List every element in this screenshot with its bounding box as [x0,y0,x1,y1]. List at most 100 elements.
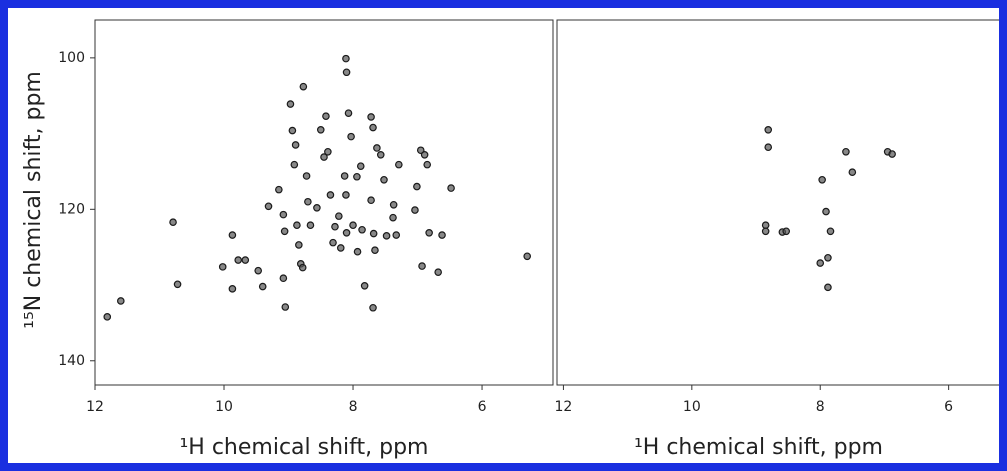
peak [342,191,350,199]
peak [824,253,832,262]
x-tick-label: 12 [86,399,104,415]
peak [842,147,850,156]
peak [376,150,385,159]
peak [358,225,366,234]
peak [288,126,297,135]
peak [395,160,403,169]
peak [411,206,419,214]
peak [413,182,421,191]
peak [295,241,303,249]
peak [117,297,125,305]
peak [304,197,312,206]
x-axis-label: ¹H chemical shift, ppm [634,435,883,460]
peak [279,274,288,283]
peak [254,266,263,275]
peak [360,281,369,290]
y-tick-label: 100 [58,50,85,66]
peak [356,162,365,170]
plot-frame [94,19,554,386]
peak [888,150,896,158]
peak [291,141,300,149]
peak [228,285,237,293]
peak [764,126,773,134]
plot-frame [556,19,999,386]
peak [258,282,267,291]
peak [347,132,355,141]
peak [369,123,377,132]
peak [816,259,825,267]
peak [342,68,351,77]
peak [340,172,349,180]
peak [299,82,308,91]
peak [336,244,345,252]
peak [369,229,378,238]
peak [371,246,379,255]
y-axis-label: ¹⁵N chemical shift, ppm [21,71,46,329]
peak [281,303,290,311]
peak [302,172,311,180]
peak [434,268,442,276]
peak [279,210,288,219]
peak [353,172,361,181]
peak [298,263,307,272]
peak [523,252,531,261]
peak [342,54,350,63]
chart: 12 10 8 6 100 120 140 ¹H chemical shift, ppm ¹⁵N… [21,19,999,460]
x-tick-label: 10 [215,399,233,415]
peak [353,247,362,256]
peak [324,147,332,156]
peak [761,227,770,236]
x-tick-label: 6 [478,399,487,415]
peak [320,153,328,161]
peak [389,200,398,209]
peak [286,100,295,108]
x-tick-label: 6 [944,399,953,415]
peak [342,228,351,237]
peak [373,144,381,152]
peak [447,184,455,192]
x-tick-label: 12 [555,399,573,415]
peak [380,175,388,184]
y-tick-label: 120 [58,201,85,217]
peak [425,228,433,237]
peak [316,126,325,134]
peak [313,204,321,212]
peak [392,231,401,239]
peak [275,185,283,194]
peak [335,212,343,220]
x-axis-label: ¹H chemical shift, ppm [179,435,428,460]
peak [822,207,830,216]
peak [848,168,857,177]
peak [329,238,337,247]
peak [322,112,330,120]
peak [349,221,357,230]
peak [761,221,770,230]
peak [326,191,335,199]
peak [389,213,397,222]
y-tick-label: 140 [58,353,85,369]
peak [234,256,243,264]
peak [382,232,391,240]
peak [293,221,301,230]
peak [818,175,826,184]
peak [826,227,835,236]
peak [369,303,377,312]
peak [367,196,375,205]
peak [782,227,791,236]
x-tick-label: 8 [349,399,358,415]
peak [331,222,339,231]
peak [103,313,112,321]
peak [218,263,227,271]
peak [228,231,237,239]
peak [173,280,182,289]
x-tick-label: 10 [683,399,701,415]
peak [264,202,273,211]
peak [344,109,353,117]
peak [241,256,250,264]
peak [169,218,177,226]
peak [306,221,315,230]
peak [824,283,832,292]
peak [418,262,426,270]
peak [423,160,432,169]
